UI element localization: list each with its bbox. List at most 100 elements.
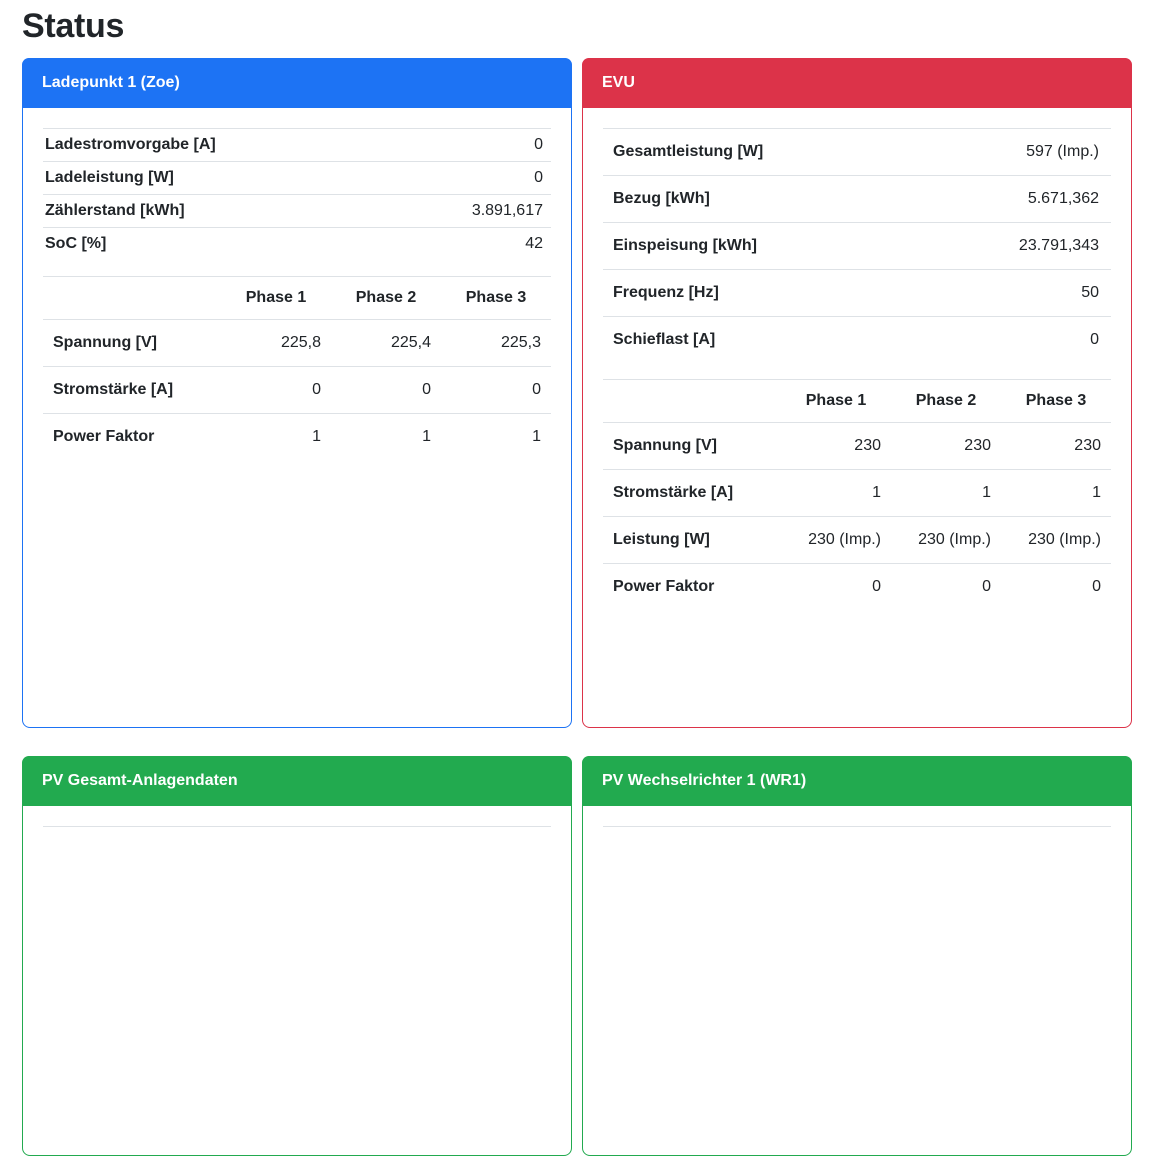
- phase-header-row: Phase 1 Phase 2 Phase 3: [43, 276, 551, 320]
- card-ladepunkt-1: Ladepunkt 1 (Zoe) Ladestromvorgabe [A] 0…: [22, 58, 572, 728]
- phase-3-header: Phase 3: [1025, 392, 1087, 409]
- table-row: Stromstärke [A] 1 1 1: [603, 469, 1111, 517]
- table-row: Bezug [kWh] 5.671,362: [603, 175, 1111, 223]
- row-label: Ladestromvorgabe [A]: [45, 136, 216, 153]
- row-value: 42: [525, 235, 543, 252]
- phase-3-value: 1: [532, 428, 541, 445]
- table-row: Spannung [V] 230 230 230: [603, 422, 1111, 470]
- table-row: Stromstärke [A] 0 0 0: [43, 366, 551, 414]
- row-value: 3.891,617: [471, 202, 543, 219]
- phase-1-value: 1: [312, 428, 321, 445]
- phase-header-row: Phase 1 Phase 2 Phase 3: [603, 379, 1111, 423]
- row-label: Stromstärke [A]: [613, 484, 734, 501]
- card-pv-total-header: PV Gesamt-Anlagendaten: [22, 756, 572, 806]
- phase-2-header: Phase 2: [355, 289, 417, 306]
- row-value: 50: [1081, 284, 1099, 301]
- card-evu: EVU Gesamtleistung [W] 597 (Imp.) Bezug …: [582, 58, 1132, 728]
- card-pv-total-title: PV Gesamt-Anlagendaten: [42, 772, 238, 789]
- table-row: Spannung [V] 225,8 225,4 225,3: [43, 319, 551, 367]
- phase-3-value: 225,3: [500, 334, 541, 351]
- row-label: Schieflast [A]: [613, 331, 716, 348]
- phase-2-value: 0: [422, 381, 431, 398]
- row-value: 5.671,362: [1027, 190, 1099, 207]
- phase-1-value: 0: [872, 578, 881, 595]
- phase-1-value: 230: [854, 437, 881, 454]
- card-pv-wr1: PV Wechselrichter 1 (WR1): [582, 756, 1132, 1156]
- table-row: Power Faktor 1 1 1: [43, 413, 551, 461]
- table-row: Schieflast [A] 0: [603, 316, 1111, 364]
- pv-wr1-table: [603, 826, 1111, 867]
- row-value: 23.791,343: [1018, 237, 1099, 254]
- phase-2-value: 225,4: [390, 334, 431, 351]
- phase-2-value: 230 (Imp.): [918, 531, 991, 548]
- table-row: Frequenz [Hz] 50: [603, 269, 1111, 317]
- ladepunkt-phase-table: Phase 1 Phase 2 Phase 3 Spannung [V] 225…: [43, 276, 551, 460]
- phase-header-spacer: [43, 277, 221, 320]
- row-label: Spannung [V]: [613, 437, 717, 454]
- table-row: Power Faktor 0 0 0: [603, 563, 1111, 611]
- phase-1-value: 230 (Imp.): [808, 531, 881, 548]
- phase-1-header: Phase 1: [245, 289, 307, 306]
- table-row: SoC [%] 42: [43, 227, 551, 261]
- table-row: Gesamtleistung [W] 597 (Imp.): [603, 128, 1111, 176]
- bottom-cards-row: PV Gesamt-Anlagendaten PV Wechselrichter…: [22, 756, 1164, 1156]
- phase-2-value: 230: [964, 437, 991, 454]
- table-row: Leistung [W] 230 (Imp.) 230 (Imp.) 230 (…: [603, 516, 1111, 564]
- table-row: [603, 826, 1111, 868]
- evu-phase-table: Phase 1 Phase 2 Phase 3 Spannung [V] 230…: [603, 379, 1111, 610]
- phase-3-value: 0: [1092, 578, 1101, 595]
- phase-2-value: 0: [982, 578, 991, 595]
- card-evu-header: EVU: [582, 58, 1132, 108]
- card-pv-total-body: [23, 806, 571, 1155]
- pv-total-table: [43, 826, 551, 867]
- row-label: Einspeisung [kWh]: [613, 237, 757, 254]
- phase-1-header: Phase 1: [805, 392, 867, 409]
- phase-2-value: 1: [422, 428, 431, 445]
- card-evu-title: EVU: [602, 74, 635, 91]
- card-ladepunkt-1-header: Ladepunkt 1 (Zoe): [22, 58, 572, 108]
- row-label: Power Faktor: [613, 578, 715, 595]
- phase-3-header: Phase 3: [465, 289, 527, 306]
- card-pv-wr1-title: PV Wechselrichter 1 (WR1): [602, 772, 807, 789]
- row-label: Gesamtleistung [W]: [613, 143, 764, 160]
- ladepunkt-kv-table: Ladestromvorgabe [A] 0 Ladeleistung [W] …: [43, 128, 551, 260]
- card-ladepunkt-1-title: Ladepunkt 1 (Zoe): [42, 74, 180, 91]
- page-title: Status: [22, 7, 125, 45]
- card-pv-wr1-body: [583, 806, 1131, 1155]
- phase-3-value: 230 (Imp.): [1028, 531, 1101, 548]
- row-value: 0: [1090, 331, 1099, 348]
- card-evu-body: Gesamtleistung [W] 597 (Imp.) Bezug [kWh…: [583, 108, 1131, 727]
- row-label: Zählerstand [kWh]: [45, 202, 185, 219]
- row-label: Bezug [kWh]: [613, 190, 710, 207]
- phase-3-value: 230: [1074, 437, 1101, 454]
- table-row: [43, 826, 551, 868]
- row-label: Power Faktor: [53, 428, 155, 445]
- row-value: 597 (Imp.): [1026, 143, 1099, 160]
- phase-3-value: 1: [1092, 484, 1101, 501]
- top-cards-row: Ladepunkt 1 (Zoe) Ladestromvorgabe [A] 0…: [22, 58, 1164, 728]
- row-label: Leistung [W]: [613, 531, 710, 548]
- table-row: Ladeleistung [W] 0: [43, 161, 551, 195]
- card-ladepunkt-1-body: Ladestromvorgabe [A] 0 Ladeleistung [W] …: [23, 108, 571, 727]
- phase-header-spacer: [603, 380, 781, 423]
- table-row: Ladestromvorgabe [A] 0: [43, 128, 551, 162]
- card-pv-total: PV Gesamt-Anlagendaten: [22, 756, 572, 1156]
- row-label: Stromstärke [A]: [53, 381, 174, 398]
- card-pv-wr1-header: PV Wechselrichter 1 (WR1): [582, 756, 1132, 806]
- row-value: 0: [534, 136, 543, 153]
- phase-1-value: 0: [312, 381, 321, 398]
- row-label: Frequenz [Hz]: [613, 284, 719, 301]
- phase-2-value: 1: [982, 484, 991, 501]
- phase-1-value: 1: [872, 484, 881, 501]
- table-row: Zählerstand [kWh] 3.891,617: [43, 194, 551, 228]
- phase-2-header: Phase 2: [915, 392, 977, 409]
- table-row: Einspeisung [kWh] 23.791,343: [603, 222, 1111, 270]
- row-value: 0: [534, 169, 543, 186]
- row-label: Spannung [V]: [53, 334, 157, 351]
- evu-kv-table: Gesamtleistung [W] 597 (Imp.) Bezug [kWh…: [603, 128, 1111, 363]
- phase-1-value: 225,8: [280, 334, 321, 351]
- row-label: SoC [%]: [45, 235, 107, 252]
- phase-3-value: 0: [532, 381, 541, 398]
- row-label: Ladeleistung [W]: [45, 169, 174, 186]
